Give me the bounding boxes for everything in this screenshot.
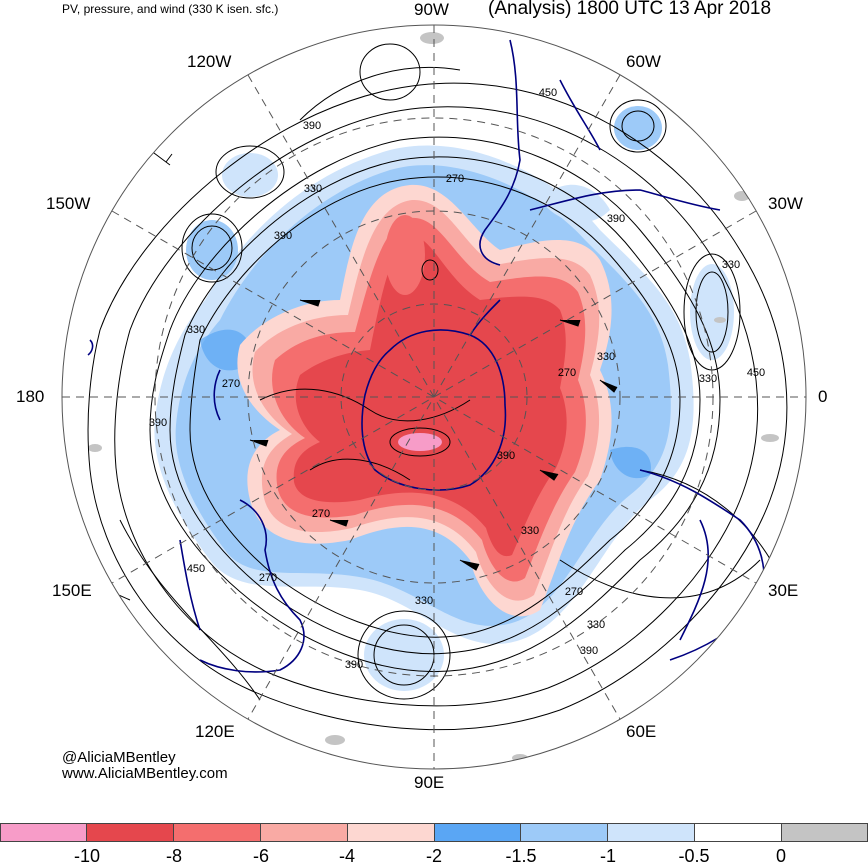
contour-label: 330: [597, 351, 615, 363]
lon-label-90w: 90W: [414, 0, 449, 19]
map-boundary: [61, 24, 807, 770]
pressure-contours: [87, 43, 791, 731]
contour-label: 390: [274, 230, 292, 242]
lon-label-90e: 90E: [414, 773, 445, 792]
legend-tick: -4: [338, 846, 356, 866]
graticule: [62, 25, 806, 769]
pv-legend: [0, 823, 868, 842]
high-pv-fill: [237, 184, 612, 617]
credit-website: www.AliciaMBentley.com: [62, 765, 228, 782]
legend-swatch: [434, 823, 522, 842]
lon-label-60w: 60W: [626, 52, 661, 71]
contour-label: 270: [259, 572, 277, 584]
contour-label: 270: [446, 173, 464, 185]
contour-label: 390: [345, 659, 363, 671]
legend-tick: -8: [165, 846, 183, 866]
contour-label: 450: [187, 563, 205, 575]
legend-tick: 0: [775, 846, 787, 866]
contour-label: 270: [222, 378, 240, 390]
lon-label-150e: 150E: [52, 581, 92, 600]
legend-swatch: [347, 823, 435, 842]
contour-label: 330: [415, 595, 433, 607]
contour-label: 390: [580, 645, 598, 657]
contour-label-group: 390 330 270 450 390 330 270 330 390 450 …: [149, 87, 765, 671]
legend-tick: -6: [252, 846, 270, 866]
legend-swatch: [782, 823, 868, 842]
lon-label-150w: 150W: [46, 194, 91, 213]
legend-swatch: [86, 823, 174, 842]
contour-label: 330: [722, 259, 740, 271]
contour-label: 330: [304, 183, 322, 195]
lon-label-180: 180: [16, 387, 45, 406]
contour-label: 390: [303, 120, 321, 132]
legend-tick: -1: [599, 846, 617, 866]
map-title: (Analysis) 1800 UTC 13 Apr 2018: [488, 0, 772, 19]
contour-label: 330: [521, 525, 539, 537]
lon-label-120w: 120W: [187, 52, 232, 71]
contour-label: 330: [699, 373, 717, 385]
lon-label-120e: 120E: [195, 722, 235, 741]
legend-tick: -0.5: [678, 846, 710, 866]
lon-label-30e: 30E: [768, 581, 799, 600]
contour-label: 270: [565, 586, 583, 598]
contour-label: 330: [187, 324, 205, 336]
legend-swatch: [173, 823, 261, 842]
contour-label: 450: [747, 367, 765, 379]
contour-label: 390: [497, 450, 515, 462]
legend-tick: -1.5: [505, 846, 537, 866]
legend-swatch: [260, 823, 348, 842]
credit-handle: @AliciaMBentley: [62, 749, 176, 766]
legend-tick: -10: [73, 846, 101, 866]
legend-swatch: [608, 823, 696, 842]
contour-label: 390: [607, 213, 625, 225]
lon-label-0: 0: [818, 387, 828, 406]
lon-label-60e: 60E: [626, 722, 657, 741]
contour-label: 270: [312, 508, 330, 520]
contour-label: 330: [587, 619, 605, 631]
map-subtitle: PV, pressure, and wind (330 K isen. sfc.…: [62, 2, 279, 16]
contour-label: 450: [539, 87, 557, 99]
legend-swatch: [521, 823, 609, 842]
legend-swatch: [695, 823, 783, 842]
lon-label-30w: 30W: [768, 194, 803, 213]
contour-label: 270: [558, 367, 576, 379]
contour-label: 390: [149, 417, 167, 429]
polar-map: 390 330 270 450 390 330 270 330 390 450 …: [61, 24, 807, 770]
legend-swatch: [0, 823, 87, 842]
legend-tick: -2: [425, 846, 443, 866]
